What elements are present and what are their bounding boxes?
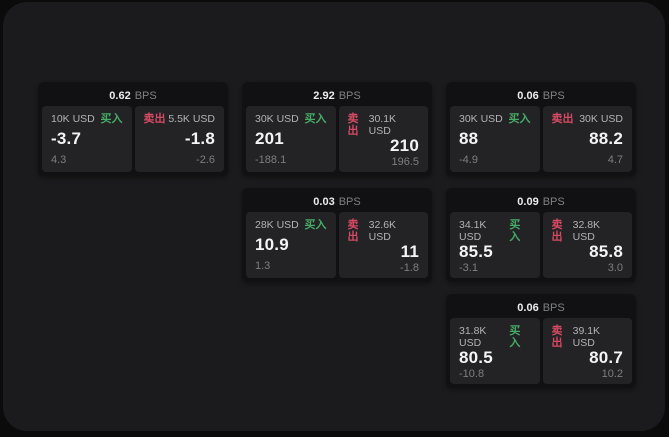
- sell-size: 30K USD: [579, 113, 623, 125]
- buy-side-label: 买入: [509, 325, 521, 350]
- sell-delta: -1.8: [400, 261, 419, 274]
- bps-unit-label: BPS: [542, 90, 565, 102]
- buy-delta: 4.3: [51, 153, 67, 166]
- quote-tiles: 10K USD 买入 -3.7 4.3 卖出 5.5K USD -1.8 -2.…: [42, 106, 224, 172]
- quote-card-4: 0.03 BPS 28K USD 买入 10.9 1.3 卖出 32.6K US…: [242, 188, 432, 282]
- bps-value: 0.06: [517, 90, 539, 102]
- buy-side-label: 买入: [304, 219, 327, 231]
- sell-side-label: 卖出: [347, 113, 359, 138]
- bps-unit-label: BPS: [134, 90, 157, 102]
- sell-side-label: 卖出: [347, 219, 359, 244]
- bps-unit-label: BPS: [542, 196, 565, 208]
- bps-header: 2.92 BPS: [246, 86, 428, 106]
- buy-size: 34.1K USD: [459, 219, 487, 243]
- quote-card-1: 0.62 BPS 10K USD 买入 -3.7 4.3 卖出 5.5K USD…: [38, 82, 228, 176]
- buy-side-label: 买入: [508, 113, 531, 125]
- bps-header: 0.03 BPS: [246, 192, 428, 212]
- buy-size: 10K USD: [51, 113, 95, 125]
- quote-tiles: 28K USD 买入 10.9 1.3 卖出 32.6K USD 11 -1.8: [246, 212, 428, 278]
- sell-price: 80.7: [589, 348, 623, 368]
- sell-price: -1.8: [184, 129, 215, 149]
- bps-header: 0.06 BPS: [450, 86, 632, 106]
- buy-price: 80.5: [459, 348, 493, 368]
- buy-delta: 1.3: [255, 259, 271, 272]
- bps-header: 0.62 BPS: [42, 86, 224, 106]
- sell-size: 5.5K USD: [168, 113, 215, 125]
- sell-tile[interactable]: 卖出 5.5K USD -1.8 -2.6: [134, 106, 224, 172]
- quote-tiles: 30K USD 买入 201 -188.1 卖出 30.1K USD 210 1…: [246, 106, 428, 172]
- bps-unit-label: BPS: [542, 302, 565, 314]
- buy-size: 31.8K USD: [459, 325, 487, 349]
- bps-unit-label: BPS: [338, 90, 361, 102]
- sell-size: 32.6K USD: [368, 219, 397, 243]
- buy-price: 10.9: [255, 235, 289, 255]
- quote-tiles: 31.8K USD 买入 80.5 -10.8 卖出 39.1K USD 80.…: [450, 318, 632, 384]
- bps-header: 0.09 BPS: [450, 192, 632, 212]
- buy-price: -3.7: [51, 129, 82, 149]
- buy-side-label: 买入: [304, 113, 327, 125]
- buy-side-label: 买入: [509, 219, 521, 244]
- buy-tile[interactable]: 34.1K USD 买入 85.5 -3.1: [450, 212, 540, 278]
- buy-size: 28K USD: [255, 219, 299, 231]
- quote-tiles: 30K USD 买入 88 -4.9 卖出 30K USD 88.2 4.7: [450, 106, 632, 172]
- bps-header: 0.06 BPS: [450, 298, 632, 318]
- quote-card-6: 0.06 BPS 31.8K USD 买入 80.5 -10.8 卖出 39.1…: [446, 294, 636, 388]
- buy-delta: -4.9: [459, 153, 478, 166]
- bps-value: 0.03: [313, 196, 335, 208]
- sell-price: 210: [390, 136, 419, 156]
- sell-side-label: 卖出: [551, 219, 563, 244]
- buy-price: 88: [459, 129, 479, 149]
- buy-tile[interactable]: 30K USD 买入 201 -188.1: [246, 106, 336, 172]
- buy-tile[interactable]: 28K USD 买入 10.9 1.3: [246, 212, 336, 278]
- sell-tile[interactable]: 卖出 32.8K USD 85.8 3.0: [542, 212, 632, 278]
- sell-tile[interactable]: 卖出 39.1K USD 80.7 10.2: [542, 318, 632, 384]
- bps-value: 0.09: [517, 196, 539, 208]
- sell-size: 30.1K USD: [368, 113, 397, 137]
- bps-value: 0.62: [109, 90, 131, 102]
- buy-tile[interactable]: 30K USD 买入 88 -4.9: [450, 106, 540, 172]
- sell-side-label: 卖出: [551, 325, 563, 350]
- buy-size: 30K USD: [459, 113, 503, 125]
- quote-card-2: 2.92 BPS 30K USD 买入 201 -188.1 卖出 30.1K …: [242, 82, 432, 176]
- bps-unit-label: BPS: [338, 196, 361, 208]
- sell-price: 88.2: [589, 129, 623, 149]
- sell-price: 85.8: [589, 242, 623, 262]
- sell-price: 11: [400, 242, 419, 262]
- sell-side-label: 卖出: [551, 113, 574, 125]
- buy-price: 201: [255, 129, 284, 149]
- quote-card-3: 0.06 BPS 30K USD 买入 88 -4.9 卖出 30K USD 8…: [446, 82, 636, 176]
- buy-tile[interactable]: 10K USD 买入 -3.7 4.3: [42, 106, 132, 172]
- bps-value: 2.92: [313, 90, 335, 102]
- buy-tile[interactable]: 31.8K USD 买入 80.5 -10.8: [450, 318, 540, 384]
- buy-delta: -188.1: [255, 153, 287, 166]
- buy-side-label: 买入: [100, 113, 123, 125]
- sell-tile[interactable]: 卖出 30.1K USD 210 196.5: [338, 106, 428, 172]
- sell-delta: 10.2: [601, 367, 623, 380]
- quote-tiles: 34.1K USD 买入 85.5 -3.1 卖出 32.8K USD 85.8…: [450, 212, 632, 278]
- buy-size: 30K USD: [255, 113, 299, 125]
- sell-delta: 3.0: [607, 261, 623, 274]
- sell-side-label: 卖出: [143, 113, 166, 125]
- sell-tile[interactable]: 卖出 30K USD 88.2 4.7: [542, 106, 632, 172]
- buy-price: 85.5: [459, 242, 493, 262]
- sell-delta: 196.5: [391, 155, 419, 168]
- sell-delta: -2.6: [196, 153, 215, 166]
- sell-size: 32.8K USD: [572, 219, 601, 243]
- quote-card-5: 0.09 BPS 34.1K USD 买入 85.5 -3.1 卖出 32.8K…: [446, 188, 636, 282]
- sell-delta: 4.7: [607, 153, 623, 166]
- sell-tile[interactable]: 卖出 32.6K USD 11 -1.8: [338, 212, 428, 278]
- buy-delta: -3.1: [459, 261, 478, 274]
- sell-size: 39.1K USD: [572, 325, 601, 349]
- buy-delta: -10.8: [459, 367, 485, 380]
- bps-value: 0.06: [517, 302, 539, 314]
